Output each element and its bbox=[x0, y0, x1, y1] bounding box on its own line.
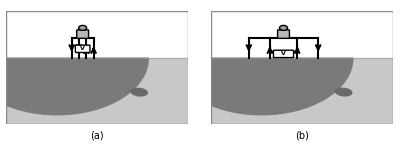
Bar bbox=[6, 58, 188, 124]
Text: V: V bbox=[281, 51, 286, 56]
Circle shape bbox=[79, 25, 87, 30]
Text: (a): (a) bbox=[91, 131, 104, 141]
Ellipse shape bbox=[131, 88, 147, 96]
FancyBboxPatch shape bbox=[75, 45, 90, 53]
Wedge shape bbox=[170, 58, 353, 115]
Text: V: V bbox=[80, 46, 85, 51]
Text: (b): (b) bbox=[295, 131, 309, 141]
Wedge shape bbox=[0, 58, 148, 115]
FancyBboxPatch shape bbox=[277, 30, 290, 38]
Ellipse shape bbox=[336, 88, 352, 96]
Bar bbox=[211, 58, 393, 124]
Circle shape bbox=[279, 25, 288, 30]
FancyBboxPatch shape bbox=[77, 30, 89, 38]
FancyBboxPatch shape bbox=[273, 50, 294, 58]
